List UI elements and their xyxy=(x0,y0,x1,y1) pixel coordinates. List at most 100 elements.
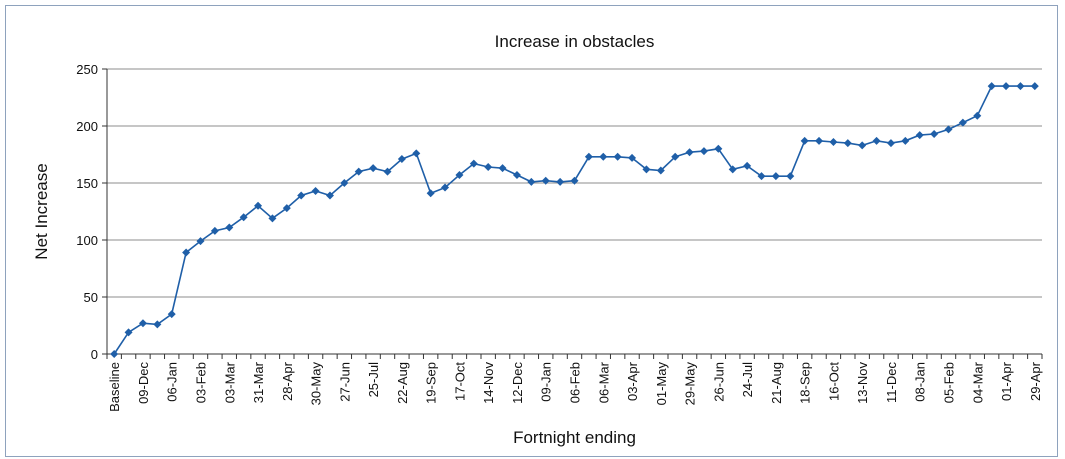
data-point xyxy=(182,248,191,257)
data-point xyxy=(685,148,694,157)
data-point xyxy=(397,155,406,164)
data-point xyxy=(599,152,608,161)
data-point xyxy=(441,183,450,192)
x-tick-label: 09-Jan xyxy=(539,362,554,402)
data-point xyxy=(412,149,421,158)
y-tick-label: 100 xyxy=(76,233,98,248)
x-tick-labels: Baseline 09-Dec 06-Jan 03-Feb 03-Mar 31-Mar 28… xyxy=(107,361,1043,412)
y-tick-label: 0 xyxy=(91,347,98,362)
data-point xyxy=(455,171,464,180)
x-tick-label: 21-Aug xyxy=(769,362,784,404)
data-point xyxy=(325,191,334,200)
axes xyxy=(106,69,1043,359)
x-tick-label: 03-Feb xyxy=(194,362,209,403)
y-tick-labels: 0 50 100 150 200 250 xyxy=(76,62,98,362)
data-point xyxy=(786,172,795,181)
x-tick-label: 01-May xyxy=(654,362,669,406)
x-tick-label: 03-Apr xyxy=(625,361,640,401)
x-tick-label: 09-Dec xyxy=(136,362,151,404)
x-tick-label: 30-May xyxy=(309,362,324,406)
data-point xyxy=(426,189,435,198)
data-point xyxy=(757,172,766,181)
data-point xyxy=(973,111,982,120)
chart-frame: Increase in obstacles Net Increase Fortn… xyxy=(5,5,1058,457)
x-tick-label: 28-Apr xyxy=(280,361,295,401)
data-point xyxy=(225,223,234,232)
x-tick-label: 18-Sep xyxy=(798,362,813,404)
y-axis-title: Net Increase xyxy=(32,163,51,259)
x-tick-label: 14-Nov xyxy=(481,362,496,404)
x-tick-label: 13-Nov xyxy=(855,362,870,404)
data-point xyxy=(958,118,967,127)
x-tick-label: 29-May xyxy=(683,362,698,406)
x-tick-label: 05-Feb xyxy=(942,362,957,403)
y-tick-label: 50 xyxy=(84,290,98,305)
data-point xyxy=(210,226,219,235)
data-point xyxy=(369,164,378,173)
series-net-increase xyxy=(110,82,1039,358)
data-point xyxy=(743,161,752,170)
data-point xyxy=(110,350,119,358)
data-point xyxy=(930,129,939,138)
data-point xyxy=(771,172,780,181)
x-tick-label: 04-Mar xyxy=(970,361,985,403)
data-point xyxy=(556,177,565,186)
x-tick-label: 11-Dec xyxy=(884,362,899,403)
x-tick-label: 29-Apr xyxy=(1028,361,1043,401)
data-point xyxy=(915,131,924,140)
data-point xyxy=(800,136,809,145)
data-point xyxy=(613,152,622,161)
data-point xyxy=(311,186,320,195)
data-point xyxy=(815,136,824,145)
data-point xyxy=(167,310,176,319)
data-point xyxy=(239,213,248,222)
data-point xyxy=(354,167,363,176)
data-point xyxy=(268,214,277,223)
data-point xyxy=(484,163,493,172)
x-tick-label: 17-Oct xyxy=(452,362,467,401)
x-axis-title: Fortnight ending xyxy=(513,428,636,447)
data-point xyxy=(858,141,867,150)
data-point xyxy=(527,177,536,186)
data-point xyxy=(671,152,680,161)
chart-title: Increase in obstacles xyxy=(495,32,655,51)
data-point xyxy=(1030,82,1039,91)
data-point xyxy=(886,139,895,148)
data-point xyxy=(124,328,133,337)
data-point xyxy=(297,191,306,200)
data-point xyxy=(1002,82,1011,91)
x-tick-label: 03-Mar xyxy=(222,361,237,403)
data-point xyxy=(1016,82,1025,91)
data-point xyxy=(901,136,910,145)
data-point xyxy=(944,125,953,134)
data-point xyxy=(642,165,651,174)
data-point xyxy=(714,144,723,153)
x-tick-label: 25-Jul xyxy=(366,362,381,398)
data-point xyxy=(153,320,162,329)
data-point xyxy=(138,319,147,328)
data-point xyxy=(628,153,637,162)
data-point xyxy=(728,165,737,174)
x-tick-label: 24-Jul xyxy=(740,362,755,398)
y-tick-label: 200 xyxy=(76,119,98,134)
x-tick-label: 06-Feb xyxy=(568,362,583,403)
data-point xyxy=(340,179,349,187)
x-tick-label: Baseline xyxy=(107,362,122,412)
x-tick-label: 06-Jan xyxy=(165,362,180,402)
x-tick-label: 27-Jun xyxy=(337,362,352,402)
data-point xyxy=(196,237,205,246)
gridlines xyxy=(102,68,1042,355)
x-tick-label: 16-Oct xyxy=(826,362,841,401)
x-tick-label: 22-Aug xyxy=(395,362,410,404)
x-tick-label: 31-Mar xyxy=(251,361,266,403)
data-point xyxy=(843,139,852,148)
data-point xyxy=(584,152,593,161)
data-point xyxy=(541,176,550,185)
x-tick-label: 01-Apr xyxy=(999,361,1014,401)
x-tick-label: 19-Sep xyxy=(424,362,439,404)
x-tick-label: 06-Mar xyxy=(596,361,611,403)
x-tick-label: 12-Dec xyxy=(510,362,525,404)
data-point xyxy=(829,137,838,146)
y-tick-label: 150 xyxy=(76,176,98,191)
data-point xyxy=(656,166,665,175)
